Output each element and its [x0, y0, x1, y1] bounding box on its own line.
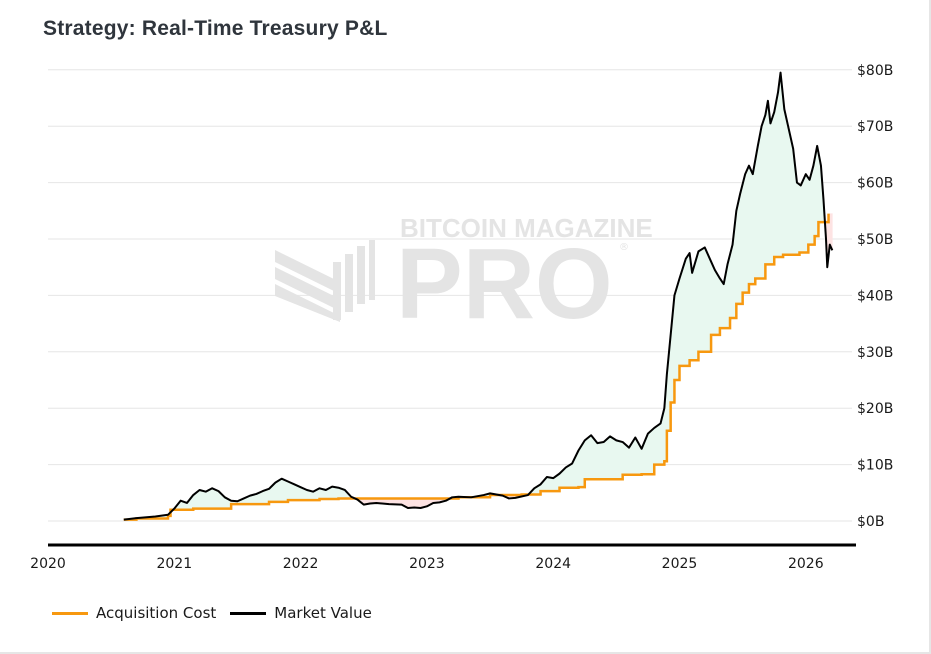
legend-item-acquisition-cost[interactable]: Acquisition Cost: [52, 604, 216, 622]
market-value-line: [123, 71, 834, 521]
y-tick-labels: $0B $10B $20B $30B $40B $50B $60B $70B $80B: [857, 63, 893, 530]
profit-area: [584, 434, 592, 480]
profit-area: [685, 252, 690, 367]
profit-area: [765, 100, 769, 265]
profit-area: [710, 261, 716, 336]
x-tick-label: 2026: [788, 556, 824, 572]
series-lines: [123, 71, 834, 521]
y-tick-label: $70B: [857, 119, 893, 135]
y-tick-label: $0B: [857, 514, 884, 530]
legend-label: Acquisition Cost: [96, 604, 217, 622]
profit-area: [653, 422, 661, 465]
profit-area: [761, 114, 766, 279]
y-tick-label: $30B: [857, 345, 893, 361]
market-value-swatch-icon: [230, 611, 267, 615]
profit-area: [199, 489, 207, 509]
acquisition-cost-swatch-icon: [52, 611, 88, 615]
y-tick-label: $50B: [857, 232, 893, 248]
x-tick-label: 2021: [156, 556, 192, 572]
profit-area: [757, 126, 762, 279]
legend-item-market-value[interactable]: Market Value: [230, 604, 372, 622]
x-tick-label: 2022: [283, 556, 319, 572]
y-tick-label: $60B: [857, 176, 893, 192]
profit-area: [773, 92, 779, 258]
profit-area: [805, 173, 810, 253]
profit-area: [784, 109, 789, 256]
profit-area: [748, 165, 754, 285]
watermark-registered: ®: [619, 242, 629, 253]
x-tick-label: 2023: [409, 556, 445, 572]
y-tick-label: $20B: [857, 401, 893, 417]
profit-area: [603, 435, 611, 480]
x-tick-label: 2024: [535, 556, 571, 572]
watermark-logo-icon: [275, 240, 375, 322]
profit-area: [767, 100, 771, 265]
y-tick-label: $80B: [857, 63, 893, 79]
profit-area: [770, 112, 775, 265]
profit-area: [777, 72, 781, 258]
profit-area: [719, 277, 725, 329]
chart-title: Strategy: Real-Time Treasury P&L: [43, 17, 388, 40]
profit-area: [698, 246, 706, 353]
profit-area: [714, 268, 721, 336]
profit-area: [609, 435, 617, 480]
profit-area: [616, 439, 623, 480]
profit-area: [546, 476, 554, 492]
watermark-line1: BITCOIN MAGAZINE: [400, 213, 653, 243]
legend: Acquisition Cost Market Value: [52, 604, 386, 622]
acquisition-cost-line: [123, 213, 830, 521]
profit-area: [744, 165, 750, 293]
legend-label: Market Value: [274, 604, 372, 622]
x-tick-label: 2025: [662, 556, 698, 572]
y-tick-label: $40B: [857, 288, 893, 304]
watermark: BITCOIN MAGAZINE PRO ®: [275, 213, 653, 340]
x-tick-label: 2020: [30, 556, 66, 572]
profit-area: [796, 182, 802, 256]
watermark-line2: PRO: [396, 228, 613, 340]
y-tick-label: $10B: [857, 458, 893, 474]
profit-area: [597, 441, 605, 480]
x-tick-labels: 2020 2021 2022 2023 2024 2025 2026: [30, 556, 824, 572]
